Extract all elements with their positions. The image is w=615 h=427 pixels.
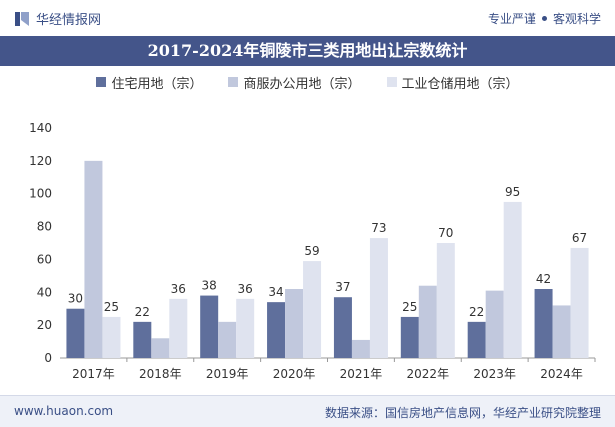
bar [534, 289, 553, 358]
bar [436, 243, 455, 358]
legend-item-industrial: 工业仓储用地（宗） [386, 72, 519, 92]
x-tick-label: 2017年 [72, 367, 115, 381]
bar [66, 308, 85, 358]
tagline: 专业严谨 客观科学 [488, 10, 601, 27]
y-tick-label: 80 [37, 220, 52, 234]
y-tick-label: 60 [37, 252, 52, 266]
chart-legend: 住宅用地（宗） 商服办公用地（宗） 工业仓储用地（宗） [0, 72, 615, 92]
tagline-left: 专业严谨 [487, 12, 536, 26]
bar [236, 298, 255, 358]
y-tick-label: 100 [29, 187, 52, 201]
data-label: 38 [202, 279, 217, 293]
bar [418, 285, 437, 358]
bar [400, 316, 419, 358]
bar [369, 238, 388, 358]
data-label: 70 [438, 226, 453, 240]
x-tick-label: 2022年 [407, 367, 450, 381]
data-label: 36 [238, 282, 253, 296]
legend-item-residential: 住宅用地（宗） [96, 72, 202, 92]
bar [570, 247, 589, 358]
data-label: 67 [572, 231, 587, 245]
footer-source: 数据来源：国信房地产信息网，华经产业研究院整理 [324, 406, 601, 420]
legend-label-commercial: 商服办公用地（宗） [243, 76, 361, 92]
data-label: 25 [104, 300, 119, 314]
chart-title: 2017-2024年铜陵市三类用地出让宗数统计 [147, 41, 468, 60]
legend-swatch-commercial [228, 77, 239, 87]
bar [552, 305, 571, 358]
legend-label-industrial: 工业仓储用地（宗） [401, 76, 519, 92]
y-tick-label: 0 [44, 351, 52, 365]
data-label: 42 [536, 272, 551, 286]
x-tick-label: 2021年 [340, 367, 383, 381]
bar [285, 289, 304, 358]
bar [351, 339, 370, 358]
bar [485, 290, 504, 358]
brand[interactable]: 华经情报网 [14, 9, 101, 28]
data-label: 30 [68, 292, 83, 306]
bar [303, 261, 322, 358]
legend-swatch-industrial [386, 77, 397, 87]
bar [133, 321, 152, 358]
x-tick-label: 2024年 [540, 367, 583, 381]
separator-dot-icon [541, 16, 547, 21]
data-label: 22 [469, 305, 484, 319]
bar [169, 298, 188, 358]
footer: www.huaon.com 数据来源：国信房地产信息网，华经产业研究院整理 [0, 395, 615, 427]
x-tick-label: 2023年 [473, 367, 516, 381]
y-tick-label: 140 [29, 121, 52, 135]
x-tick-label: 2020年 [273, 367, 316, 381]
data-label: 59 [304, 244, 319, 258]
top-bar: 华经情报网 专业严谨 客观科学 [0, 0, 615, 36]
legend-swatch-residential [96, 77, 107, 87]
y-tick-label: 40 [37, 285, 52, 299]
data-label: 37 [335, 280, 350, 294]
data-label: 25 [402, 300, 417, 314]
data-label: 36 [171, 282, 186, 296]
footer-website-link[interactable]: www.huaon.com [14, 404, 114, 418]
tagline-right: 客观科学 [552, 12, 601, 26]
data-label: 22 [135, 305, 150, 319]
bar [467, 321, 486, 358]
bar [84, 160, 103, 358]
huajing-logo-icon [15, 11, 29, 26]
title-bar: 2017-2024年铜陵市三类用地出让宗数统计 [0, 36, 615, 66]
x-tick-label: 2018年 [139, 367, 182, 381]
data-label: 95 [505, 185, 520, 199]
bar-chart: 0 20 40 60 80 100 120 140 30 25 2017年 22 36 2018年 38 36… [29, 121, 596, 381]
bar [200, 295, 219, 358]
bar [151, 338, 170, 358]
bar [503, 201, 522, 358]
bar [102, 316, 121, 358]
x-tick-label: 2019年 [206, 367, 249, 381]
data-label: 73 [371, 221, 386, 235]
data-label: 34 [268, 285, 283, 299]
bar [333, 297, 352, 358]
y-tick-label: 120 [29, 154, 52, 168]
legend-label-residential: 住宅用地（宗） [111, 76, 203, 92]
y-tick-label: 20 [37, 318, 52, 332]
bar [218, 321, 237, 358]
legend-item-commercial: 商服办公用地（宗） [228, 72, 361, 92]
brand-name: 华经情报网 [36, 13, 102, 28]
bar [267, 302, 286, 358]
